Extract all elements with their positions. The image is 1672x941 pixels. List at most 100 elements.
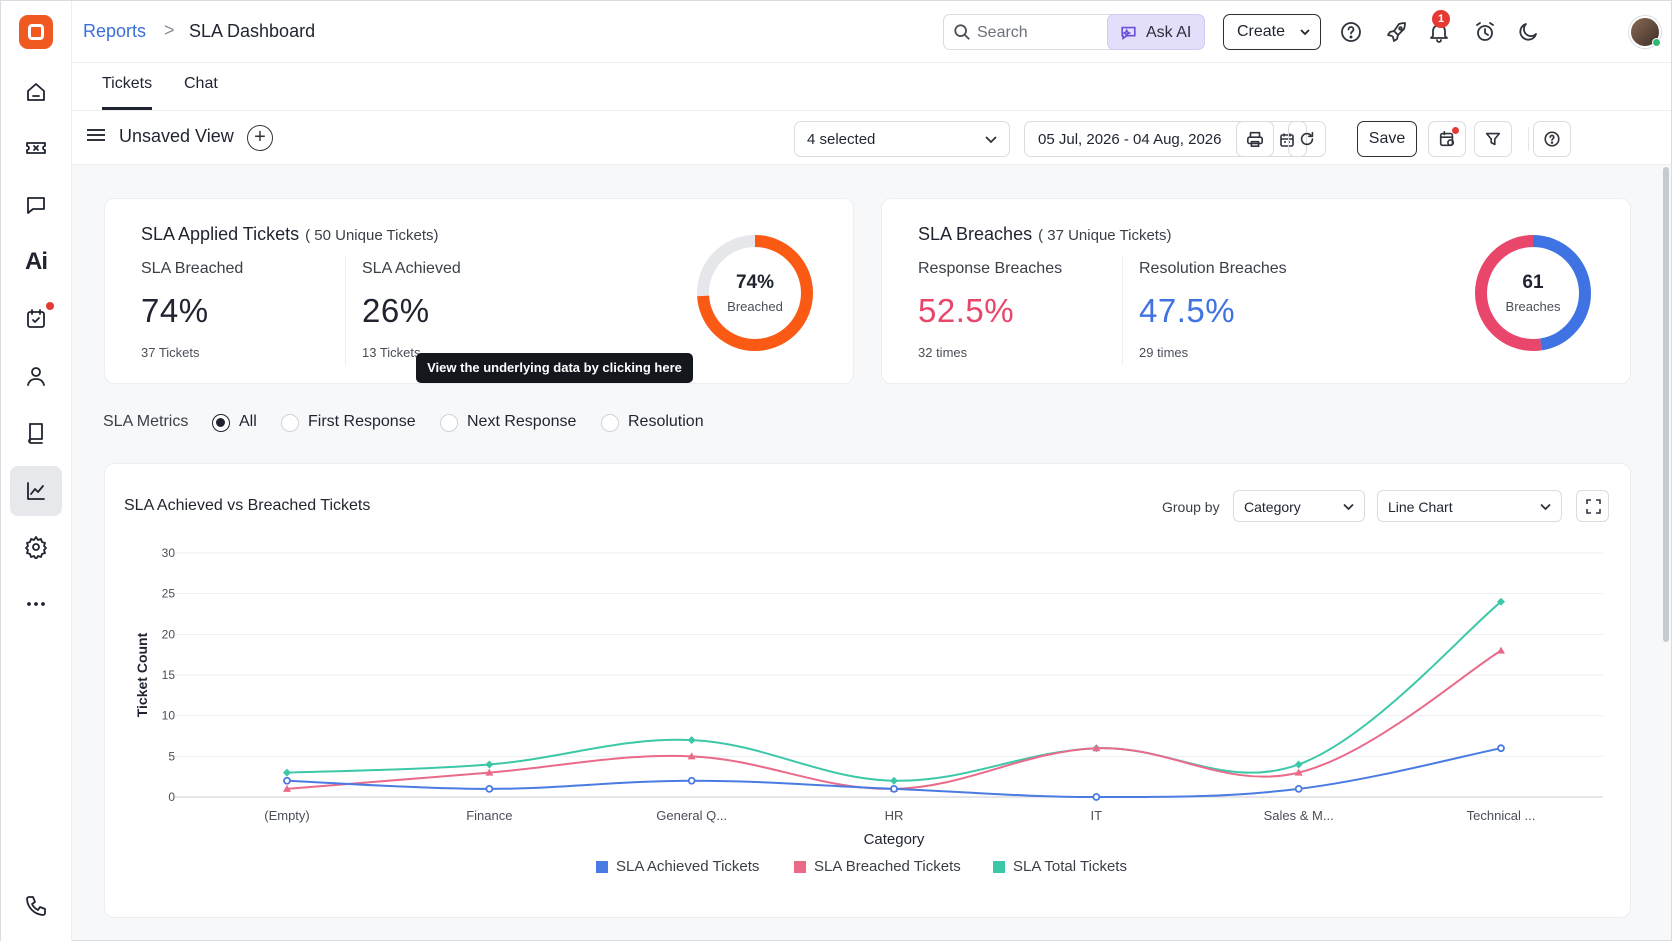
top-header: Reports > SLA Dashboard Search / Ask AI … xyxy=(72,1,1671,63)
view-name: Unsaved View xyxy=(119,126,234,146)
breadcrumb-separator: > xyxy=(164,20,175,40)
sla-achieved-count: 13 Tickets xyxy=(362,345,421,360)
legend-label: SLA Total Tickets xyxy=(1013,858,1127,875)
sla-breaches-card[interactable]: SLA Breaches( 37 Unique Tickets) Respons… xyxy=(881,198,1631,384)
resolution-breaches-value[interactable]: 47.5% xyxy=(1139,292,1236,329)
reports-icon[interactable] xyxy=(10,466,62,516)
tab-bar: Tickets Chat xyxy=(72,63,1671,111)
create-label: Create xyxy=(1237,23,1286,40)
add-view-plus-icon[interactable]: + xyxy=(247,125,273,151)
resolution-breaches-label: Resolution Breaches xyxy=(1139,260,1287,277)
legend-swatch xyxy=(794,861,806,873)
chevron-down-icon xyxy=(985,136,997,144)
calendar-icon xyxy=(1280,133,1294,147)
scheduled-reports-button[interactable] xyxy=(1428,121,1466,157)
chat-icon[interactable] xyxy=(10,180,62,230)
page-title: SLA Dashboard xyxy=(189,21,316,41)
more-options-icon[interactable] xyxy=(10,579,62,629)
chevron-down-icon xyxy=(1540,503,1551,511)
radio-next-response[interactable] xyxy=(440,414,458,432)
donut-response-arc[interactable] xyxy=(1475,235,1591,351)
sla-breached-label: SLA Breached xyxy=(141,260,244,277)
app-logo[interactable] xyxy=(19,15,53,49)
donut-breached-value: 74% xyxy=(735,272,775,293)
schedule-alert-dot xyxy=(1452,127,1459,134)
chevron-down-icon xyxy=(1343,503,1354,511)
response-breaches-count: 32 times xyxy=(918,345,968,360)
tasks-alert-dot xyxy=(46,302,54,310)
donut-breaches-value: 61 xyxy=(1522,272,1544,293)
metric-divider xyxy=(1122,257,1123,365)
page-scrollbar[interactable] xyxy=(1663,167,1669,642)
save-button[interactable]: Save xyxy=(1357,121,1417,157)
sla-breached-donut-chart[interactable] xyxy=(694,232,816,354)
rocket-icon[interactable] xyxy=(1385,20,1409,44)
notification-count-badge: 1 xyxy=(1432,10,1450,28)
search-placeholder: Search xyxy=(977,24,1028,41)
filter-funnel-icon xyxy=(1485,132,1501,146)
sla-breaches-donut-chart[interactable] xyxy=(1472,232,1594,354)
help-icon[interactable] xyxy=(1339,20,1363,44)
tickets-icon[interactable] xyxy=(10,123,62,173)
calendar-report-icon xyxy=(1439,130,1455,147)
ask-ai-button[interactable]: Ask AI xyxy=(1107,14,1205,50)
printer-icon xyxy=(1246,131,1264,148)
home-icon[interactable] xyxy=(10,67,62,117)
chart-card xyxy=(104,463,1631,918)
radio-first-response[interactable] xyxy=(281,414,299,432)
legend-label: SLA Breached Tickets xyxy=(814,858,961,875)
date-range-value: 05 Jul, 2026 - 04 Aug, 2026 xyxy=(1038,131,1222,148)
knowledge-base-icon[interactable] xyxy=(10,408,62,458)
dark-mode-moon-icon[interactable] xyxy=(1516,20,1540,44)
legend-label: SLA Achieved Tickets xyxy=(616,858,760,875)
date-range-picker[interactable]: 05 Jul, 2026 - 04 Aug, 2026 xyxy=(1024,121,1307,157)
response-breaches-value[interactable]: 52.5% xyxy=(918,292,1015,329)
drilldown-tooltip: View the underlying data by clicking her… xyxy=(416,353,693,383)
sla-breaches-subtitle: ( 37 Unique Tickets) xyxy=(1038,227,1172,244)
radio-all[interactable] xyxy=(212,414,230,432)
sla-achieved-value[interactable]: 26% xyxy=(362,292,430,329)
sla-breached-value[interactable]: 74% xyxy=(141,292,209,329)
group-by-value: Category xyxy=(1244,499,1301,515)
radio-first-response-label[interactable]: First Response xyxy=(308,413,416,430)
group-by-select[interactable]: Category xyxy=(1233,490,1365,522)
ai-icon[interactable]: Ai xyxy=(25,248,48,275)
phone-icon[interactable] xyxy=(10,881,62,931)
alarm-clock-icon[interactable] xyxy=(1473,20,1497,44)
tab-tickets[interactable]: Tickets xyxy=(102,75,153,110)
expand-icon xyxy=(1586,499,1601,514)
sla-achieved-label: SLA Achieved xyxy=(362,260,461,277)
left-nav-rail: Ai xyxy=(1,1,72,941)
settings-gear-icon[interactable] xyxy=(10,522,62,572)
radio-resolution[interactable] xyxy=(601,414,619,432)
legend-swatch xyxy=(993,861,1005,873)
breadcrumb-reports-link[interactable]: Reports xyxy=(83,21,147,41)
expand-chart-button[interactable] xyxy=(1576,490,1609,522)
legend-swatch xyxy=(596,861,608,873)
radio-next-response-label[interactable]: Next Response xyxy=(467,413,577,430)
chevron-down-icon xyxy=(1300,29,1310,36)
donut-breached-label: Breached xyxy=(727,299,783,314)
refresh-button[interactable] xyxy=(1288,121,1326,157)
hamburger-menu-icon[interactable] xyxy=(87,129,105,143)
print-button[interactable] xyxy=(1236,121,1274,157)
radio-resolution-label[interactable]: Resolution xyxy=(628,413,704,430)
filter-button[interactable] xyxy=(1474,121,1512,157)
chart-type-select[interactable]: Line Chart xyxy=(1377,490,1562,522)
sla-breaches-title: SLA Breaches( 37 Unique Tickets) xyxy=(918,224,1172,244)
tasks-icon[interactable] xyxy=(10,294,62,344)
view-toolbar: Unsaved View + 4 selected 05 Jul, 2026 -… xyxy=(72,111,1671,165)
chart-title: SLA Achieved vs Breached Tickets xyxy=(124,497,371,514)
ai-sparkle-icon xyxy=(1121,26,1136,41)
view-help-button[interactable] xyxy=(1533,121,1571,157)
contacts-icon[interactable] xyxy=(10,351,62,401)
sla-applied-title: SLA Applied Tickets( 50 Unique Tickets) xyxy=(141,224,439,244)
filter-multiselect[interactable]: 4 selected xyxy=(794,121,1010,157)
radio-all-label[interactable]: All xyxy=(239,413,257,430)
tab-chat[interactable]: Chat xyxy=(184,75,218,92)
metric-divider xyxy=(345,257,346,365)
create-button[interactable]: Create xyxy=(1223,14,1321,50)
donut-breached-arc[interactable] xyxy=(697,235,813,351)
sla-metrics-label: SLA Metrics xyxy=(103,413,189,430)
